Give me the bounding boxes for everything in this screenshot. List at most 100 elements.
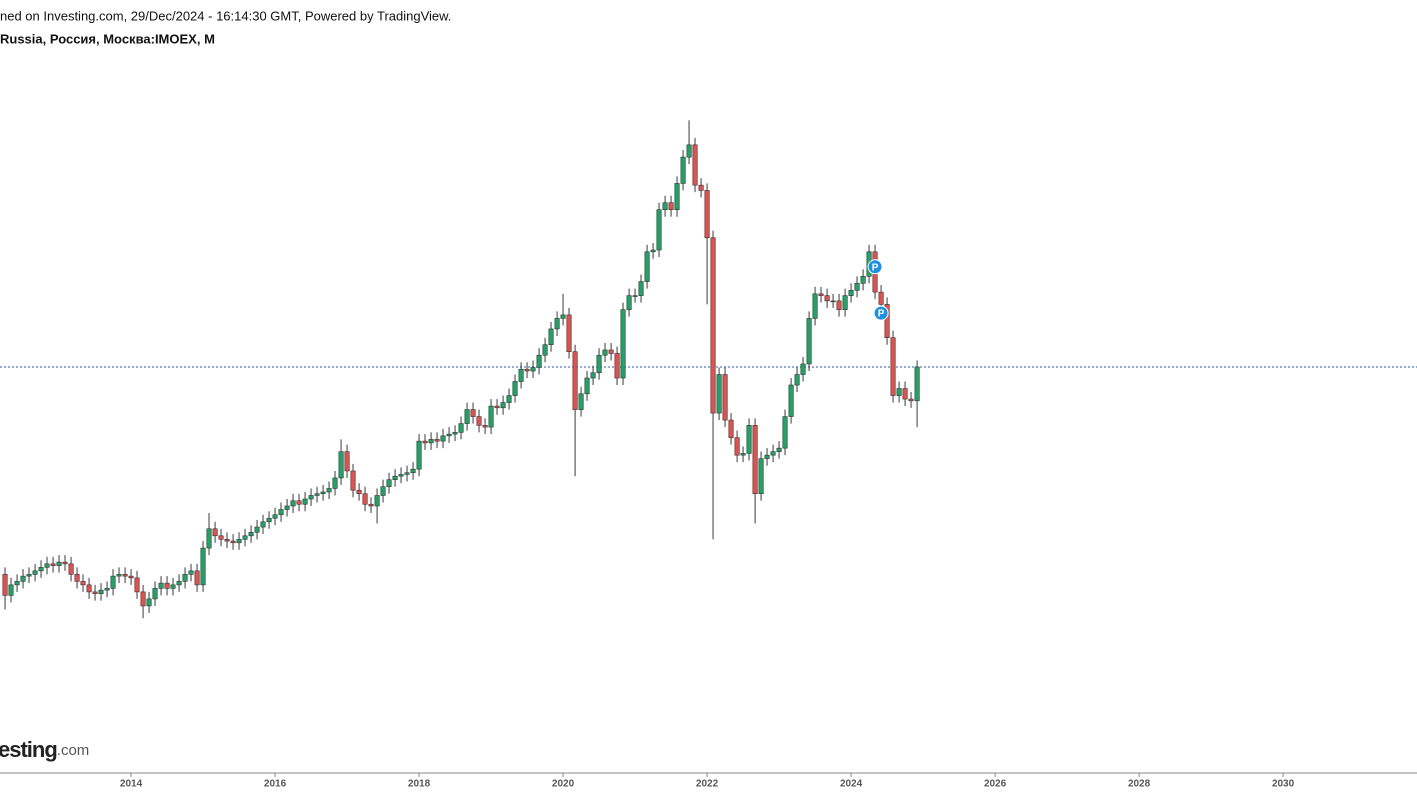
candle-body	[74, 574, 80, 582]
candle-body	[212, 528, 218, 537]
candle-body	[218, 535, 224, 540]
candle-body	[560, 314, 566, 319]
candle-body	[794, 374, 800, 386]
candle-body	[608, 349, 614, 354]
candle-body	[536, 354, 542, 368]
candle-body	[446, 433, 452, 437]
candle-body	[578, 393, 584, 410]
candle-body	[410, 468, 416, 473]
candle-body	[530, 367, 536, 372]
candle-body	[482, 425, 488, 428]
candle-body	[776, 447, 782, 452]
candle-body	[596, 354, 602, 374]
candle-body	[356, 489, 362, 495]
candle-body	[554, 318, 560, 330]
candle-body	[890, 337, 896, 396]
candle-body	[332, 477, 338, 489]
candle-body	[854, 283, 860, 291]
candle-body	[98, 589, 104, 594]
candle-body	[122, 574, 128, 577]
candle-body	[656, 209, 662, 251]
candle-body	[368, 503, 374, 507]
candle-body	[704, 190, 710, 239]
candle-body	[812, 293, 818, 319]
candle-body	[740, 453, 746, 456]
candle-body	[134, 577, 140, 593]
candle-body	[416, 440, 422, 470]
candle-body	[488, 405, 494, 428]
candle-body	[140, 591, 146, 607]
candle-body	[350, 470, 356, 491]
candle-body	[686, 144, 692, 158]
candle-body	[32, 570, 38, 575]
candle-body	[392, 475, 398, 480]
candle-body	[296, 500, 302, 505]
candle-body	[266, 517, 272, 523]
candle-body	[746, 425, 752, 454]
candle-body	[680, 156, 686, 184]
candle-body	[182, 574, 188, 582]
candle-body	[470, 409, 476, 417]
marker-label: P	[872, 262, 879, 273]
candle-body	[500, 402, 506, 409]
candle-body	[50, 563, 56, 566]
candle-body	[848, 290, 854, 296]
candle-body	[344, 451, 350, 472]
candle-body	[8, 584, 14, 596]
x-tick-label: 2024	[840, 779, 863, 790]
candle-body	[128, 575, 134, 579]
candle-body	[116, 574, 122, 577]
candle-body	[362, 493, 368, 505]
candle-body	[194, 570, 200, 586]
candle-body	[284, 505, 290, 510]
candle-body	[896, 388, 902, 396]
candle-body	[200, 547, 206, 586]
candle-body	[590, 372, 596, 379]
candle-body	[458, 423, 464, 433]
candle-body	[644, 251, 650, 282]
candle-body	[14, 581, 20, 586]
marker	[873, 305, 889, 321]
candle-body	[602, 349, 608, 356]
candle-body	[518, 368, 524, 382]
candle-body	[206, 528, 212, 549]
candle-body	[830, 300, 836, 303]
x-tick-label: 2030	[1272, 779, 1295, 790]
x-tick-label: 2026	[984, 779, 1007, 790]
candle-body	[86, 584, 92, 593]
candle-body	[914, 366, 920, 402]
candle-body	[170, 584, 176, 589]
candle-body	[44, 563, 50, 568]
candle-body	[26, 574, 32, 577]
candle-body	[782, 416, 788, 449]
candle-body	[326, 488, 332, 493]
candle-body	[566, 314, 572, 353]
candle-body	[698, 184, 704, 191]
candle-body	[716, 374, 722, 414]
chart-title: ned on Investing.com, 29/Dec/2024 - 16:1…	[0, 8, 451, 23]
candle-body	[632, 295, 638, 297]
candle-body	[68, 563, 74, 575]
candle-body	[878, 291, 884, 305]
x-tick-label: 2014	[120, 779, 143, 790]
candle-body	[164, 582, 170, 589]
candle-body	[464, 409, 470, 424]
candle-body	[734, 437, 740, 456]
candle-body	[452, 432, 458, 435]
candle-body	[104, 588, 110, 591]
candle-body	[92, 591, 98, 594]
candle-body	[290, 500, 296, 507]
candle-body	[176, 581, 182, 586]
candle-body	[146, 598, 152, 607]
candle-body	[836, 300, 842, 310]
candle-body	[572, 351, 578, 410]
candle-body	[752, 425, 758, 495]
chart-subtitle: Russia, Россия, Москва:IMOEX, M	[0, 31, 215, 46]
candle-body	[434, 439, 440, 442]
x-tick-label: 2022	[696, 779, 719, 790]
candle-body	[722, 374, 728, 421]
candle-body	[404, 472, 410, 475]
